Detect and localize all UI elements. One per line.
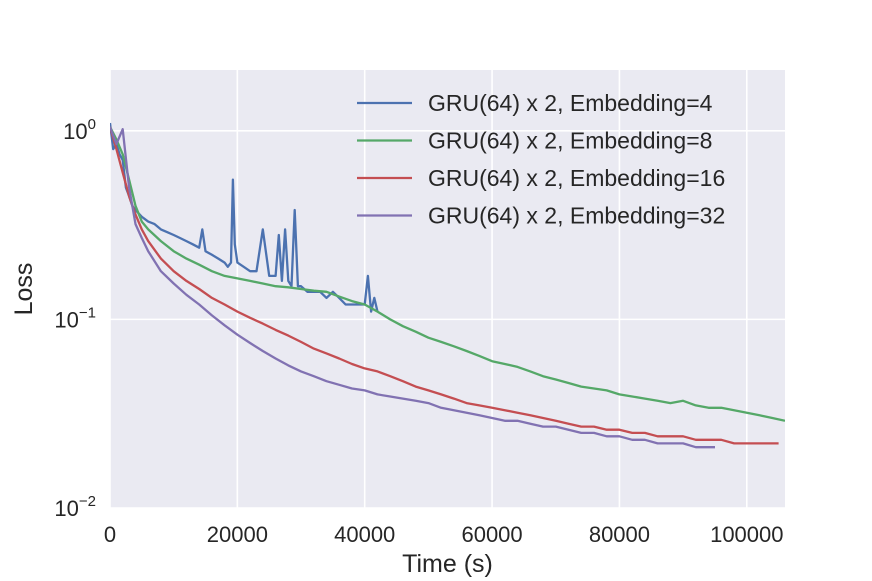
legend-label-2: GRU(64) x 2, Embedding=8 xyxy=(428,128,712,154)
x-tick-label: 60000 xyxy=(461,522,522,547)
x-tick-label: 80000 xyxy=(589,522,650,547)
y-axis-label: Loss xyxy=(10,263,38,316)
x-ticks: 0 20000 40000 60000 80000 100000 xyxy=(104,522,784,547)
plot-area xyxy=(110,70,785,508)
series-layer xyxy=(110,122,785,449)
grid xyxy=(109,70,785,509)
y-tick-base: 10 xyxy=(63,119,87,144)
series-line-4 xyxy=(110,126,715,449)
y-tick-exponent: −1 xyxy=(79,304,96,321)
x-tick-label: 100000 xyxy=(710,522,783,547)
x-tick-label: 0 xyxy=(104,522,116,547)
legend-label-4: GRU(64) x 2, Embedding=32 xyxy=(428,203,725,229)
y-tick-base: 10 xyxy=(54,496,78,521)
y-tick-label: 100 xyxy=(63,116,96,144)
y-tick-base: 10 xyxy=(54,307,78,332)
legend-label-1: GRU(64) x 2, Embedding=4 xyxy=(428,90,713,116)
y-tick-exponent: −2 xyxy=(79,493,96,510)
x-axis-label: Time (s) xyxy=(402,550,493,578)
y-tick-exponent: 0 xyxy=(88,116,96,133)
series-line-3 xyxy=(110,126,779,445)
x-tick-label: 20000 xyxy=(207,522,268,547)
y-tick-label: 10−2 xyxy=(54,493,96,521)
x-tick-label: 40000 xyxy=(334,522,395,547)
legend-label-3: GRU(64) x 2, Embedding=16 xyxy=(428,165,725,191)
legend: GRU(64) x 2, Embedding=4 GRU(64) x 2, Emb… xyxy=(357,90,725,229)
series-line-2 xyxy=(110,126,785,422)
y-tick-label: 10−1 xyxy=(54,304,96,332)
